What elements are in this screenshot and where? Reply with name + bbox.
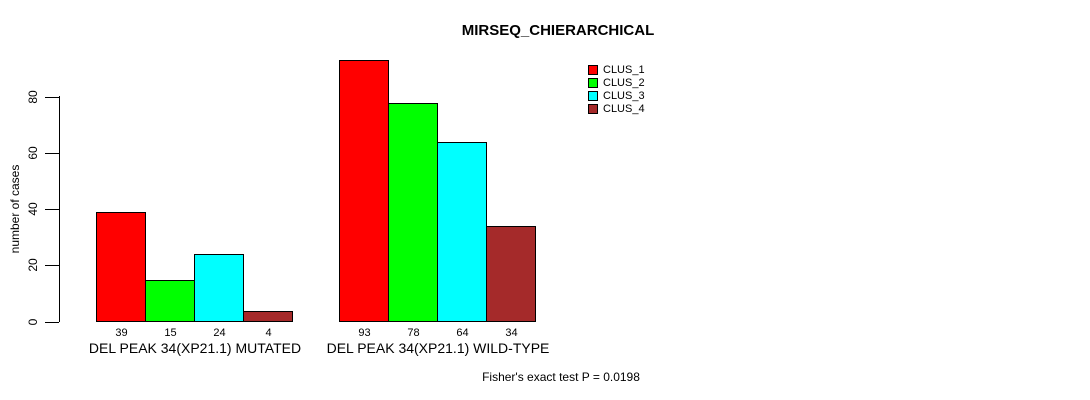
bar-clus-4-wild-type xyxy=(486,226,536,322)
bar-value-label: 15 xyxy=(164,327,177,339)
bar-clus-3-mutated xyxy=(194,254,244,322)
y-axis-tick-label: 40 xyxy=(26,202,40,216)
y-axis-tick-label: 80 xyxy=(26,90,40,104)
legend-item-clus-4: CLUS_4 xyxy=(588,103,645,115)
y-axis-tick-label: 0 xyxy=(26,318,40,326)
legend-item-clus-3: CLUS_3 xyxy=(588,90,645,102)
bar-clus-2-mutated xyxy=(145,280,195,322)
legend-label: CLUS_4 xyxy=(603,103,645,115)
bar-value-label: 24 xyxy=(213,327,226,339)
y-axis-tick xyxy=(45,265,59,266)
legend: CLUS_1 CLUS_2 CLUS_3 CLUS_4 xyxy=(588,65,645,117)
x-group-label: DEL PEAK 34(XP21.1) MUTATED xyxy=(88,340,302,356)
legend-item-clus-1: CLUS_1 xyxy=(588,64,645,76)
legend-label: CLUS_1 xyxy=(603,64,645,76)
legend-swatch-clus-2 xyxy=(588,78,598,88)
bar-value-label: 78 xyxy=(407,327,420,339)
bar-value-label: 39 xyxy=(115,327,128,339)
y-axis-line xyxy=(59,96,60,322)
bar-clus-1-wild-type xyxy=(339,60,389,322)
bar-value-label: 4 xyxy=(265,327,272,339)
bar-value-label: 34 xyxy=(505,327,518,339)
legend-swatch-clus-4 xyxy=(588,104,598,114)
bar-value-label: 93 xyxy=(358,327,371,339)
bar-clus-3-wild-type xyxy=(437,142,487,322)
y-axis-tick-label: 60 xyxy=(26,146,40,160)
legend-label: CLUS_3 xyxy=(603,90,645,102)
chart-title: MIRSEQ_CHIERARCHICAL xyxy=(461,22,655,39)
fisher-test-annotation: Fisher's exact test P = 0.0198 xyxy=(482,370,640,384)
y-axis-title: number of cases xyxy=(8,164,22,254)
bar-clus-1-mutated xyxy=(96,212,146,322)
legend-label: CLUS_2 xyxy=(603,77,645,89)
bar-clus-2-wild-type xyxy=(388,103,438,322)
bar-value-label: 64 xyxy=(456,327,469,339)
legend-swatch-clus-3 xyxy=(588,91,598,101)
y-axis-tick xyxy=(45,153,59,154)
y-axis-tick xyxy=(45,209,59,210)
y-axis-tick xyxy=(45,97,59,98)
legend-item-clus-2: CLUS_2 xyxy=(588,77,645,89)
y-axis-tick-label: 20 xyxy=(26,258,40,272)
y-axis-tick xyxy=(45,322,59,323)
legend-swatch-clus-1 xyxy=(588,65,598,75)
bar-clus-4-mutated xyxy=(243,311,293,322)
x-group-label: DEL PEAK 34(XP21.1) WILD-TYPE xyxy=(326,340,550,356)
